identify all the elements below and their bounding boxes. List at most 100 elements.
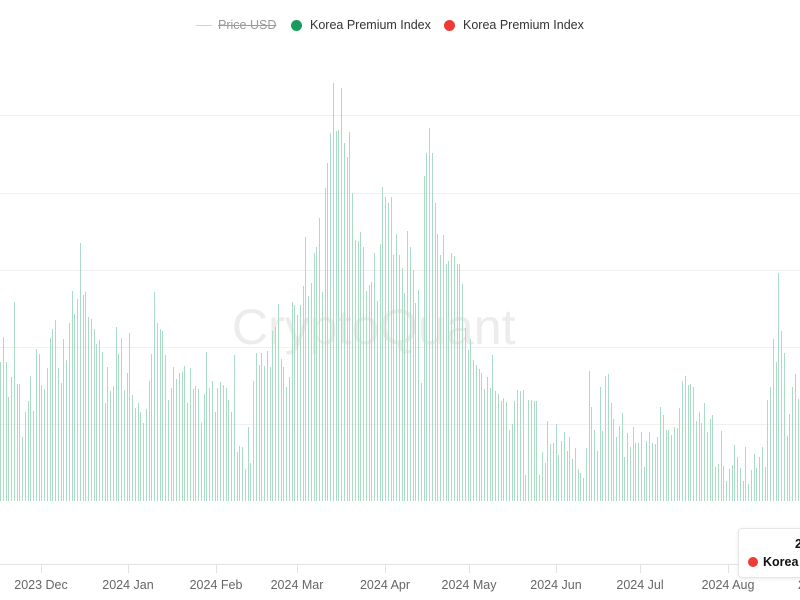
- positive-bar[interactable]: [704, 403, 705, 501]
- positive-bar[interactable]: [225, 388, 227, 501]
- positive-bar[interactable]: [79, 243, 81, 501]
- positive-bar[interactable]: [486, 377, 488, 501]
- positive-bar[interactable]: [409, 247, 411, 501]
- positive-bar[interactable]: [156, 323, 158, 501]
- positive-bar[interactable]: [448, 261, 450, 501]
- positive-bar[interactable]: [783, 353, 785, 501]
- positive-bar[interactable]: [431, 153, 433, 501]
- positive-bar[interactable]: [429, 128, 430, 501]
- positive-bar[interactable]: [184, 366, 186, 501]
- positive-bar[interactable]: [44, 389, 45, 501]
- positive-bar[interactable]: [332, 83, 334, 501]
- positive-bar[interactable]: [349, 132, 351, 501]
- positive-bar[interactable]: [220, 382, 221, 501]
- positive-bar[interactable]: [764, 467, 766, 501]
- positive-bar[interactable]: [594, 430, 595, 501]
- positive-bar[interactable]: [753, 454, 755, 501]
- positive-bar[interactable]: [115, 327, 117, 501]
- positive-bar[interactable]: [682, 381, 683, 501]
- positive-bar[interactable]: [365, 291, 367, 501]
- positive-bar[interactable]: [662, 415, 664, 501]
- positive-bar[interactable]: [616, 437, 617, 501]
- legend-item-price-usd[interactable]: Price USD: [196, 18, 276, 32]
- positive-bar[interactable]: [93, 329, 95, 501]
- positive-bar[interactable]: [236, 452, 238, 501]
- positive-bar[interactable]: [789, 414, 791, 501]
- positive-bar[interactable]: [596, 451, 598, 501]
- positive-bar[interactable]: [635, 443, 637, 501]
- positive-bar[interactable]: [167, 400, 169, 501]
- positive-bar[interactable]: [123, 390, 125, 501]
- positive-bar[interactable]: [412, 270, 414, 501]
- positive-bar[interactable]: [126, 373, 128, 501]
- positive-bar[interactable]: [624, 457, 626, 501]
- positive-bar[interactable]: [68, 323, 70, 501]
- positive-bar[interactable]: [121, 338, 122, 501]
- positive-bar[interactable]: [508, 430, 510, 501]
- positive-bar[interactable]: [379, 244, 381, 501]
- positive-bar[interactable]: [566, 451, 568, 501]
- positive-bar[interactable]: [583, 478, 584, 501]
- positive-bar[interactable]: [363, 247, 364, 501]
- positive-bar[interactable]: [82, 295, 84, 501]
- positive-bar[interactable]: [266, 351, 268, 501]
- positive-bar[interactable]: [618, 426, 620, 501]
- positive-bar[interactable]: [283, 367, 285, 501]
- positive-bar[interactable]: [272, 331, 274, 501]
- positive-bar[interactable]: [233, 355, 235, 501]
- positive-bar[interactable]: [572, 459, 573, 501]
- positive-bar[interactable]: [189, 368, 191, 501]
- positive-bar[interactable]: [506, 402, 507, 501]
- positive-bar[interactable]: [552, 443, 554, 501]
- positive-bar[interactable]: [316, 247, 318, 501]
- positive-bar[interactable]: [277, 304, 279, 501]
- positive-bar[interactable]: [335, 131, 337, 501]
- positive-bar[interactable]: [442, 235, 444, 501]
- positive-bar[interactable]: [33, 411, 34, 501]
- positive-bar[interactable]: [308, 296, 309, 501]
- positive-bar[interactable]: [775, 362, 777, 501]
- positive-bar[interactable]: [88, 317, 89, 501]
- positive-bar[interactable]: [514, 401, 516, 501]
- positive-bar[interactable]: [418, 290, 419, 501]
- positive-bar[interactable]: [530, 400, 532, 501]
- positive-bar[interactable]: [354, 240, 356, 501]
- positive-bar[interactable]: [264, 366, 265, 501]
- positive-bar[interactable]: [173, 367, 175, 501]
- positive-bar[interactable]: [420, 383, 422, 501]
- positive-bar[interactable]: [352, 193, 353, 501]
- positive-bar[interactable]: [492, 355, 494, 501]
- positive-bar[interactable]: [734, 445, 736, 501]
- positive-bar[interactable]: [387, 203, 389, 501]
- positive-bar[interactable]: [46, 368, 48, 501]
- positive-bar[interactable]: [464, 328, 466, 501]
- positive-bar[interactable]: [591, 407, 593, 501]
- positive-bar[interactable]: [16, 384, 18, 501]
- positive-bar[interactable]: [536, 401, 538, 501]
- positive-bar[interactable]: [544, 463, 546, 501]
- positive-bar[interactable]: [178, 373, 180, 501]
- positive-bar[interactable]: [574, 448, 576, 501]
- positive-bar[interactable]: [299, 305, 301, 501]
- positive-bar[interactable]: [137, 403, 139, 501]
- positive-bar[interactable]: [242, 447, 243, 501]
- positive-bar[interactable]: [580, 473, 582, 501]
- positive-bar[interactable]: [49, 338, 51, 501]
- positive-bar[interactable]: [451, 253, 452, 501]
- positive-bar[interactable]: [404, 293, 406, 501]
- positive-bar[interactable]: [321, 292, 323, 501]
- positive-bar[interactable]: [143, 423, 144, 501]
- positive-bar[interactable]: [657, 437, 659, 501]
- positive-bar[interactable]: [640, 432, 642, 501]
- positive-bar[interactable]: [140, 412, 142, 501]
- positive-bar[interactable]: [437, 234, 439, 501]
- positive-bar[interactable]: [415, 303, 417, 501]
- positive-bar[interactable]: [170, 388, 172, 501]
- positive-bar[interactable]: [599, 387, 601, 501]
- positive-bar[interactable]: [503, 398, 505, 501]
- positive-bar[interactable]: [761, 447, 763, 501]
- positive-bar[interactable]: [473, 360, 474, 501]
- positive-bar[interactable]: [792, 387, 793, 501]
- positive-bar[interactable]: [217, 388, 219, 501]
